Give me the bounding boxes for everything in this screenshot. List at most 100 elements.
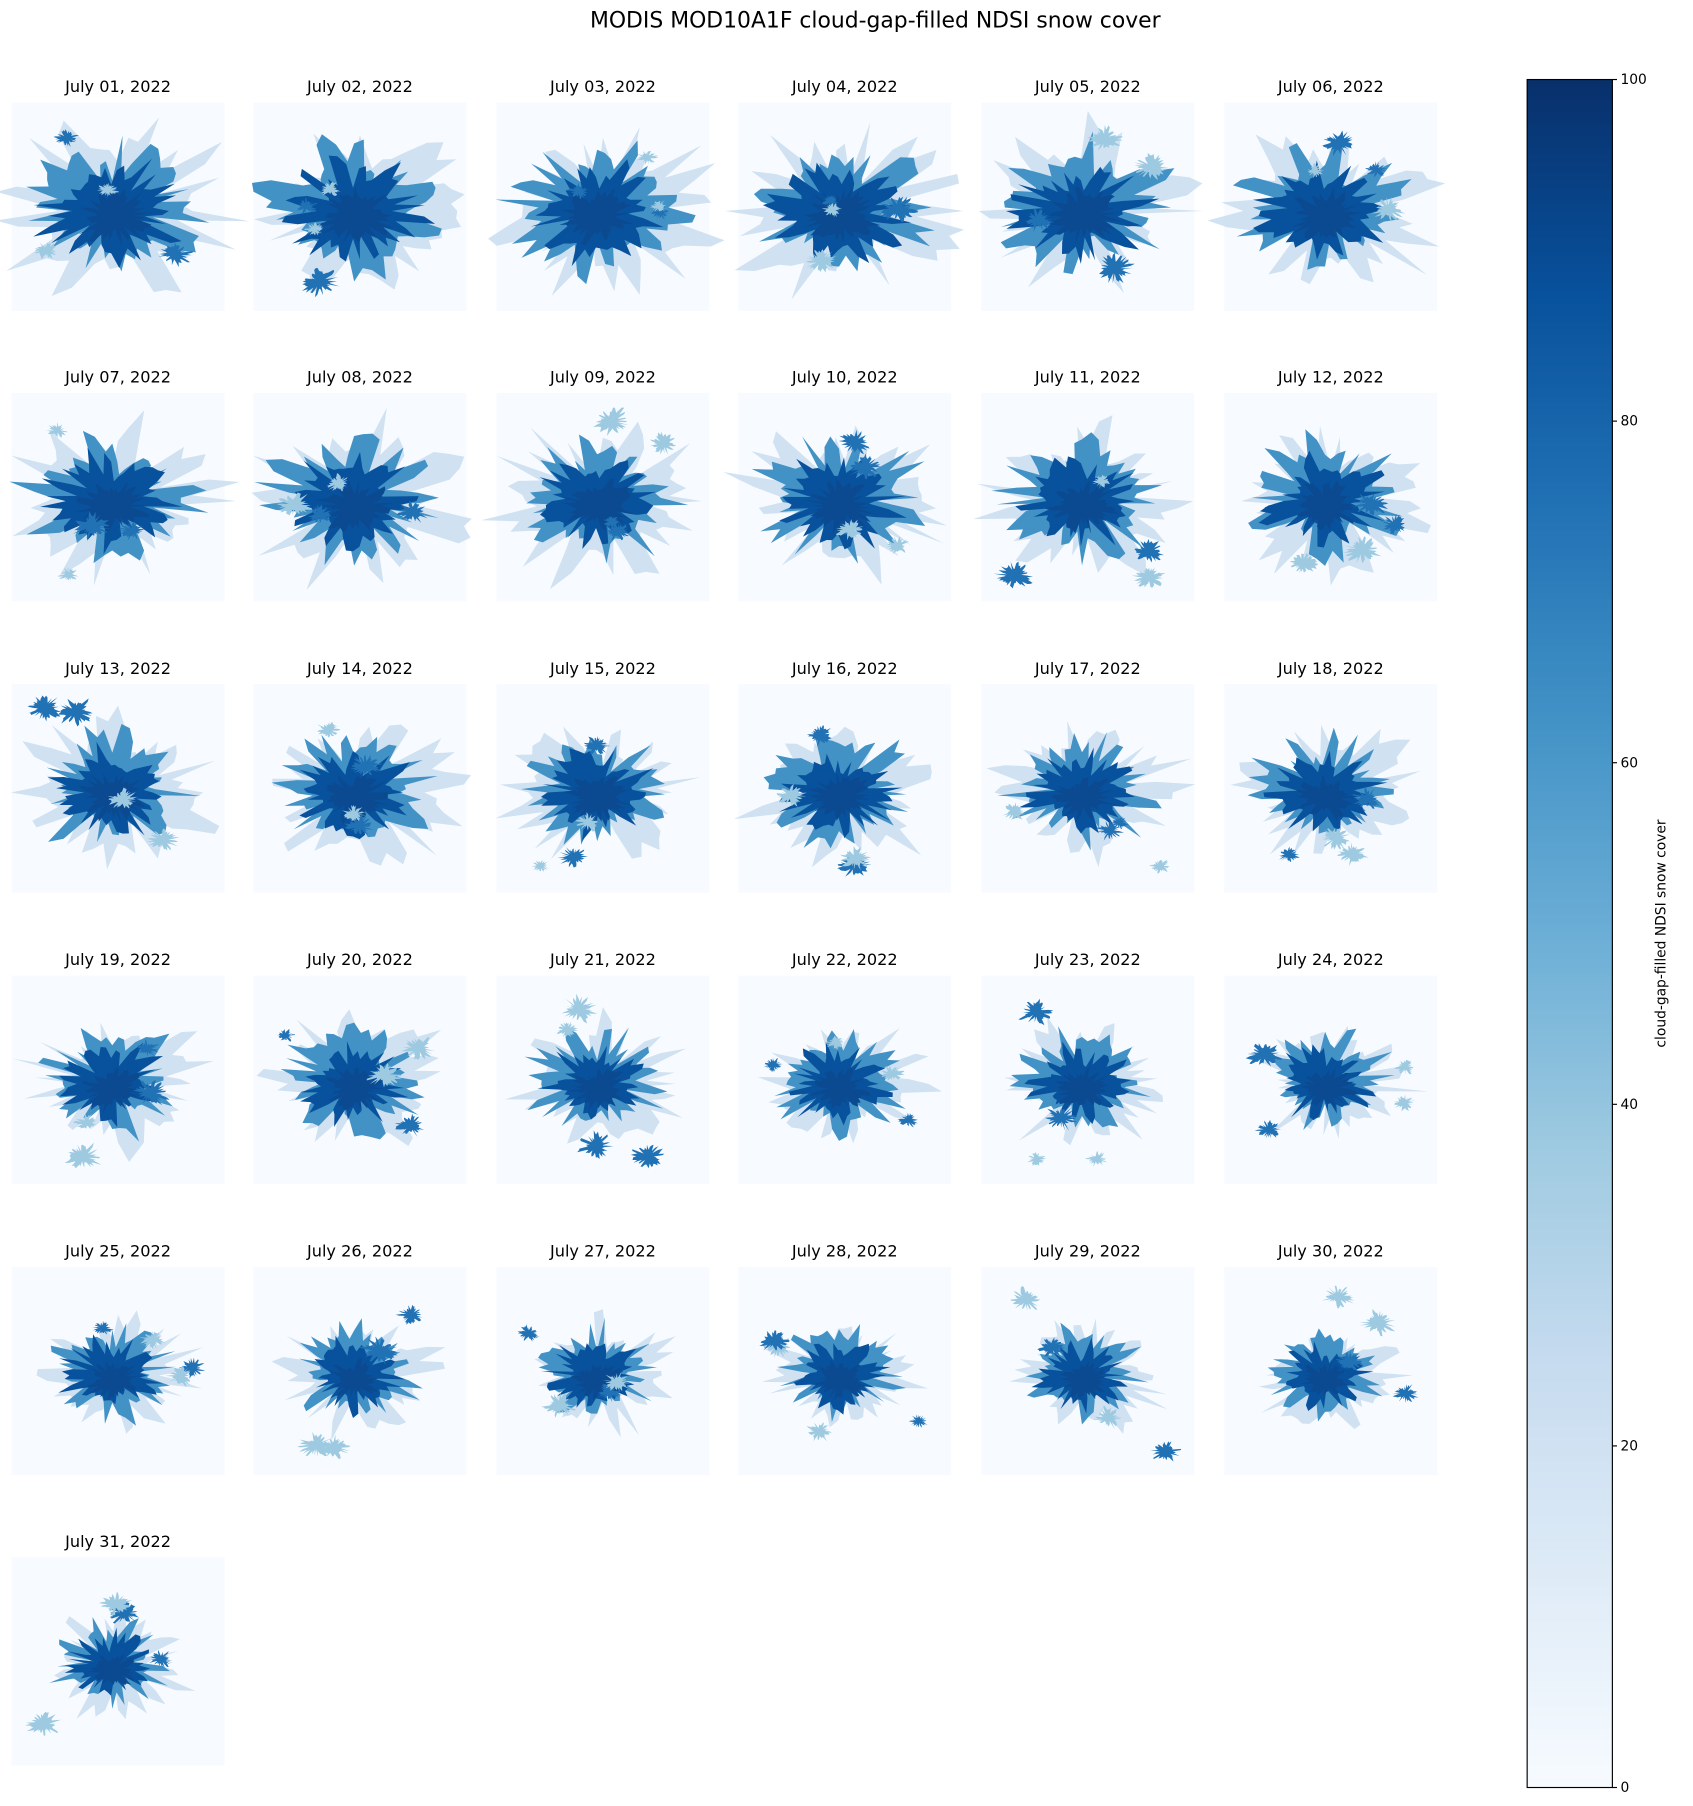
snow-patch <box>1365 161 1387 178</box>
core-cover <box>315 186 394 243</box>
panel-title: July 28, 2022 <box>791 1242 898 1261</box>
snow-patch <box>317 722 341 738</box>
snow-patch <box>764 1057 783 1073</box>
colorbar-tick-label: 0 <box>1620 1780 1629 1796</box>
snow-map <box>253 684 472 893</box>
snow-patch <box>394 1113 425 1137</box>
snow-map <box>11 975 225 1185</box>
panel-title: July 27, 2022 <box>549 1242 656 1261</box>
snow-patch <box>1337 841 1369 867</box>
snow-patch <box>397 501 428 523</box>
snow-patch <box>575 812 598 832</box>
snow-patch <box>132 1080 170 1106</box>
panel-title: July 16, 2022 <box>791 659 898 678</box>
snow-patch <box>118 521 145 541</box>
snow-map <box>251 102 467 312</box>
snow-patch <box>1110 816 1129 830</box>
snow-patch <box>1307 163 1324 179</box>
snow-patch <box>54 129 80 148</box>
snow-patch <box>825 1035 845 1051</box>
panel-title: July 06, 2022 <box>1277 77 1384 96</box>
colorbar-tick-label: 100 <box>1620 72 1646 88</box>
snow-patch <box>27 695 62 722</box>
snow-patch <box>881 1065 905 1081</box>
snow-map <box>0 102 250 312</box>
snow-patch <box>98 1591 133 1618</box>
core-cover <box>812 1359 868 1401</box>
panel-title: July 04, 2022 <box>791 77 898 96</box>
snow-patch <box>303 222 324 236</box>
snow-patch <box>821 203 843 218</box>
colorbar-label: cloud-gap-filled NDSI snow cover <box>1653 819 1669 1047</box>
snow-patch <box>566 182 589 199</box>
snow-patch <box>650 200 667 212</box>
snow-patch <box>556 1021 579 1039</box>
snow-map <box>251 392 472 602</box>
snow-patch <box>178 1357 206 1379</box>
colorbar-tick-label: 40 <box>1620 1097 1638 1113</box>
snow-patch <box>158 242 193 268</box>
snow-patch <box>296 197 318 214</box>
snow-patch <box>401 1036 436 1060</box>
panel-title: July 23, 2022 <box>1034 950 1141 969</box>
snow-patch <box>1095 821 1124 841</box>
panel-title: July 02, 2022 <box>306 77 413 96</box>
snow-map <box>1224 392 1438 602</box>
snow-map <box>733 684 952 893</box>
panel-title: July 13, 2022 <box>64 659 171 678</box>
snow-patch <box>602 516 622 528</box>
snow-patch <box>908 1414 928 1428</box>
core-cover <box>563 776 632 822</box>
snow-patch <box>650 431 677 455</box>
snow-patch <box>1025 208 1054 233</box>
snow-map <box>253 975 467 1185</box>
snow-patch <box>165 1365 191 1387</box>
snow-patch <box>24 1711 62 1736</box>
snow-patch <box>276 492 313 516</box>
panel-title: July 22, 2022 <box>791 950 898 969</box>
snow-patch <box>577 1130 614 1160</box>
snow-patch <box>45 422 68 439</box>
snow-patch <box>96 182 119 197</box>
snow-patch <box>1044 1106 1078 1131</box>
snow-patch <box>297 1431 333 1457</box>
core-cover <box>1046 187 1121 244</box>
snow-map <box>1224 1266 1438 1476</box>
panel-title: July 09, 2022 <box>549 367 656 386</box>
snow-map <box>978 102 1203 312</box>
panel-title: July 20, 2022 <box>306 950 413 969</box>
panel-title: July 03, 2022 <box>549 77 656 96</box>
panel-title: July 24, 2022 <box>1277 950 1384 969</box>
snow-patch <box>806 1421 833 1442</box>
snow-patch <box>1359 1308 1396 1337</box>
core-cover <box>328 1357 381 1399</box>
colorbar-tick-label: 80 <box>1620 414 1638 430</box>
core-cover <box>559 187 635 246</box>
snow-patch <box>366 1062 403 1088</box>
snow-patch <box>593 407 629 437</box>
panel-title: July 19, 2022 <box>64 950 171 969</box>
core-cover <box>1051 778 1116 822</box>
snow-patch <box>307 504 332 524</box>
snow-patch <box>1010 1286 1041 1312</box>
snow-patch <box>636 150 659 166</box>
snow-map <box>9 392 240 602</box>
panel-title: July 15, 2022 <box>549 659 656 678</box>
snow-patch <box>1149 859 1170 874</box>
panel-title: July 31, 2022 <box>64 1532 171 1551</box>
core-cover <box>565 1067 624 1109</box>
snow-patch <box>149 1649 173 1669</box>
snow-patch <box>839 845 872 871</box>
panel-title: July 14, 2022 <box>306 659 413 678</box>
core-cover <box>84 1361 140 1401</box>
snow-patch <box>822 195 839 208</box>
snow-patch <box>107 787 138 809</box>
snow-patch <box>1351 786 1380 809</box>
snow-map <box>496 1266 710 1476</box>
snow-patch <box>277 1028 295 1042</box>
snow-patch <box>1254 1119 1282 1139</box>
snow-patch <box>34 241 57 260</box>
snow-map <box>11 1557 225 1766</box>
panel-title: July 08, 2022 <box>306 367 413 386</box>
